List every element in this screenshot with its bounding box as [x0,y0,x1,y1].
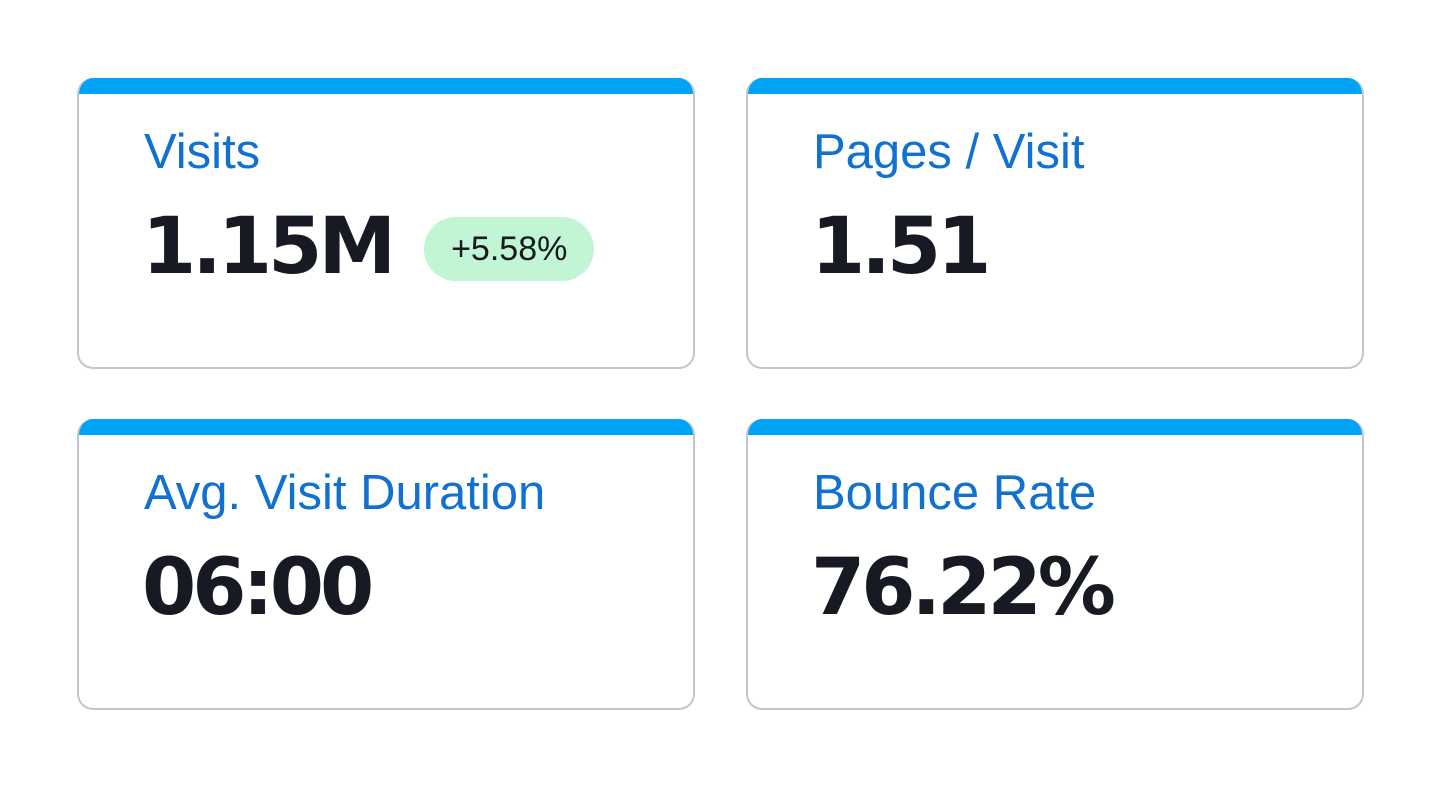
metric-value-row: 76.22% [811,543,1116,633]
metric-value: 1.51 [811,202,991,292]
card-accent-bar [79,78,693,94]
metric-value-row: 1.51 [811,202,991,292]
metric-value-row: 1.15M +5.58% [142,202,595,292]
card-accent-bar [748,419,1362,435]
metric-card-bounce-rate: Bounce Rate 76.22% [746,419,1364,710]
metric-value: 1.15M [142,202,396,292]
metric-card-avg-visit-duration: Avg. Visit Duration 06:00 [77,419,695,710]
card-accent-bar [748,78,1362,94]
metric-label: Pages / Visit [813,125,1085,179]
metric-label: Bounce Rate [813,466,1097,520]
metric-value: 06:00 [142,543,374,633]
metric-card-pages-per-visit: Pages / Visit 1.51 [746,78,1364,369]
metric-label: Visits [144,125,261,179]
metric-value-row: 06:00 [142,543,374,633]
metric-label: Avg. Visit Duration [144,466,546,520]
change-badge: +5.58% [424,217,595,281]
card-accent-bar [79,419,693,435]
metric-value: 76.22% [811,543,1116,633]
metric-card-visits: Visits 1.15M +5.58% [77,78,695,369]
